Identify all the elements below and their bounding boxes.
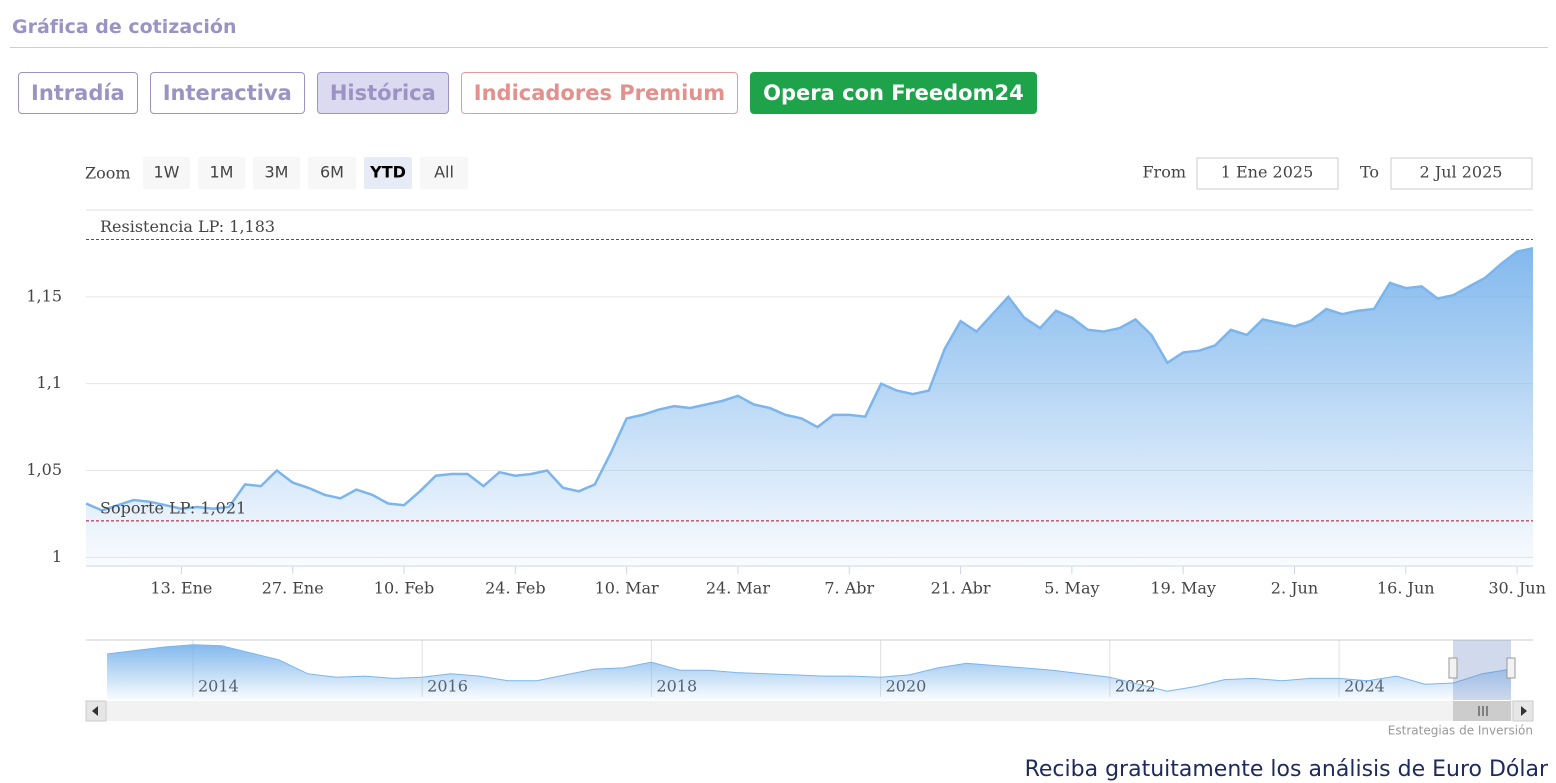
- credits[interactable]: Estrategias de Inversión: [1388, 724, 1533, 738]
- navigator-handle[interactable]: [1448, 657, 1458, 679]
- x-tick-label: 24. Mar: [706, 579, 770, 598]
- thumb-grip: [1478, 706, 1488, 716]
- arrow-left: [92, 706, 98, 716]
- x-tick-label: 30. Jun: [1488, 579, 1546, 598]
- tab[interactable]: Indicadores Premium: [460, 72, 739, 114]
- scrollbar-track[interactable]: [86, 701, 1533, 721]
- plot-line-label: Soporte LP: 1,021: [100, 498, 246, 517]
- x-tick-label: 16. Jun: [1377, 579, 1435, 598]
- tab[interactable]: Interactiva: [149, 72, 305, 114]
- from-label: From: [1142, 163, 1186, 182]
- plot-line-label: Resistencia LP: 1,183: [100, 217, 275, 236]
- navigator-mask[interactable]: [1453, 640, 1511, 700]
- to-value[interactable]: 2 Jul 2025: [1420, 163, 1503, 182]
- x-tick-label: 21. Abr: [931, 579, 991, 598]
- arrow-right: [1521, 706, 1527, 716]
- y-tick-label: 1,1: [37, 373, 62, 392]
- zoom-button[interactable]: [420, 157, 468, 189]
- y-tick-label: 1,05: [26, 460, 62, 479]
- zoom-button-label[interactable]: 6M: [320, 163, 344, 182]
- tab[interactable]: Intradía: [18, 72, 138, 114]
- scroll-thumb[interactable]: [1453, 701, 1511, 721]
- tab[interactable]: Histórica: [316, 72, 449, 114]
- x-tick-label: 13. Ene: [150, 579, 212, 598]
- zoom-button[interactable]: [198, 157, 245, 189]
- zoom-button[interactable]: [143, 157, 190, 189]
- footer-link[interactable]: Reciba gratuitamente los análisis de Eur…: [1024, 757, 1548, 782]
- line: [85, 246, 1534, 512]
- from-input[interactable]: [1196, 157, 1339, 190]
- zoom-button[interactable]: [364, 157, 412, 189]
- zoom-button-label[interactable]: 1W: [154, 163, 180, 182]
- x-tick-label: 2. Jun: [1271, 579, 1318, 598]
- zoom-label: Zoom: [85, 164, 131, 183]
- x-tick-label: 27. Ene: [262, 579, 324, 598]
- x-tick-label: 10. Mar: [595, 579, 659, 598]
- navigator-handle[interactable]: [1506, 657, 1516, 679]
- to-input[interactable]: [1390, 157, 1533, 190]
- x-tick-label: 7. Abr: [824, 579, 874, 598]
- from-value[interactable]: 1 Ene 2025: [1221, 163, 1314, 182]
- area-fill: [86, 248, 1533, 566]
- y-tick-label: 1,15: [26, 286, 62, 305]
- x-tick-label: 5. May: [1044, 579, 1099, 598]
- to-label: To: [1360, 163, 1379, 182]
- section-title: Gráfica de cotización: [12, 16, 237, 38]
- tab[interactable]: Opera con Freedom24: [750, 72, 1037, 114]
- x-tick-label: 19. May: [1150, 579, 1216, 598]
- x-tick-label: 10. Feb: [374, 579, 434, 598]
- y-tick-label: 1: [52, 547, 62, 566]
- zoom-button[interactable]: [308, 157, 356, 189]
- zoom-button[interactable]: [253, 157, 300, 189]
- line: [106, 644, 1512, 692]
- x-tick-label: 24. Feb: [485, 579, 545, 598]
- chart: Zoom From 1 Ene 2025 To 2 Jul 2025 Estra…: [26, 157, 1546, 738]
- tab-bar: Intradía Interactiva Histórica Indicadores …: [18, 72, 1037, 114]
- zoom-button-label[interactable]: 1M: [210, 163, 234, 182]
- zoom-button-label[interactable]: YTD: [369, 163, 406, 182]
- zoom-button-label[interactable]: 3M: [265, 163, 289, 182]
- divider: [10, 47, 1548, 48]
- area-fill: [107, 644, 1511, 700]
- zoom-button-label[interactable]: All: [434, 163, 454, 182]
